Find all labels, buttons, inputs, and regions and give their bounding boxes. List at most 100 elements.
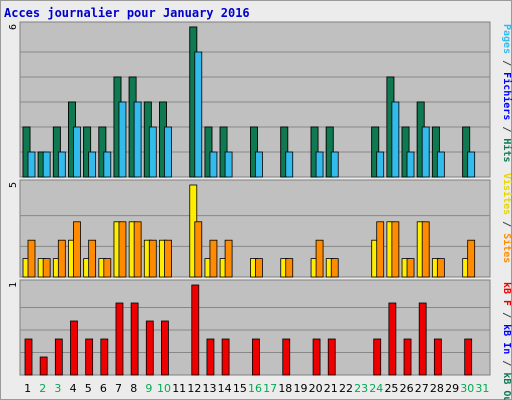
x-tick-label-day-1: 1 (24, 382, 31, 395)
bar-sites-day-5 (88, 239, 97, 278)
bar-kb-f-day-20 (312, 338, 321, 376)
bar-sites-day-13 (209, 239, 218, 278)
bar-sites-day-26 (406, 258, 415, 278)
legend-middle-part-1: / (501, 215, 512, 233)
bar-fichiers-day-1 (27, 151, 36, 178)
x-tick-label-day-23: 23 (354, 382, 368, 395)
x-tick-label-day-2: 2 (39, 382, 46, 395)
bar-sites-day-2 (42, 258, 51, 278)
bar-sites-day-27 (421, 221, 430, 278)
bar-kb-f-day-10 (161, 320, 169, 376)
x-tick-label-day-26: 26 (400, 382, 414, 395)
x-tick-label-day-20: 20 (309, 382, 323, 395)
bar-sites-day-18 (285, 258, 294, 278)
x-tick-label-day-10: 10 (157, 382, 171, 395)
bar-kb-f-day-25 (388, 302, 397, 376)
bar-sites-day-20 (315, 239, 324, 278)
bar-kb-f-day-21 (327, 338, 336, 376)
x-tick-label-day-3: 3 (54, 382, 61, 395)
bar-fichiers-day-27 (421, 126, 430, 178)
bar-fichiers-day-12 (194, 51, 203, 178)
bar-fichiers-day-21 (330, 151, 339, 178)
legend-top-part-3: / (501, 120, 512, 138)
bar-fichiers-day-13 (209, 151, 218, 178)
bar-fichiers-day-28 (436, 151, 445, 178)
bar-kb-f-day-5 (85, 338, 94, 376)
chart-title: Acces journalier pour January 2016 (4, 6, 250, 20)
bar-sites-day-16 (255, 258, 263, 278)
bar-kb-f-day-28 (433, 338, 442, 376)
bar-sites-day-7 (118, 221, 127, 278)
panel-kbytes-ymax-label: 1 (8, 282, 19, 288)
bar-sites-day-14 (224, 239, 233, 278)
x-tick-label-day-29: 29 (445, 382, 459, 395)
bar-fichiers-day-7 (118, 101, 127, 178)
bar-fichiers-day-26 (406, 151, 415, 178)
x-tick-label-day-6: 6 (100, 382, 107, 395)
bar-kb-f-day-9 (145, 320, 154, 376)
bar-fichiers-day-18 (285, 151, 294, 178)
bar-kb-f-day-6 (100, 338, 109, 376)
bar-sites-day-8 (133, 221, 142, 278)
bar-kb-f-day-30 (464, 338, 473, 376)
bar-fichiers-day-3 (57, 151, 66, 178)
bar-kb-f-day-27 (418, 302, 427, 376)
bar-kb-f-day-8 (130, 302, 139, 376)
legend-bottom-part-2: kB In (501, 324, 512, 354)
x-tick-label-day-13: 13 (203, 382, 217, 395)
x-tick-label-day-11: 11 (172, 382, 186, 395)
bar-sites-day-24 (376, 221, 385, 278)
bar-fichiers-day-30 (467, 151, 476, 178)
legend-bottom: kB F / kB In / kB Out (501, 282, 512, 400)
bar-fichiers-day-24 (376, 151, 385, 178)
bar-sites-day-12 (194, 221, 203, 278)
legend-bottom-part-1: / (501, 306, 512, 324)
bar-sites-day-9 (148, 239, 157, 278)
bar-sites-day-4 (73, 221, 81, 278)
legend-top-part-2: Fichiers (501, 72, 512, 120)
legend-top-part-1: / (501, 54, 512, 72)
x-tick-label-day-5: 5 (85, 382, 92, 395)
x-tick-label-day-9: 9 (145, 382, 152, 395)
legend-middle: Visites / Sites (501, 173, 512, 263)
bar-fichiers-day-4 (73, 126, 81, 178)
x-tick-label-day-27: 27 (415, 382, 429, 395)
bar-sites-day-21 (330, 258, 339, 278)
legend-middle-part-2: Sites (501, 233, 512, 263)
bar-sites-day-3 (57, 239, 66, 278)
x-tick-label-day-17: 17 (263, 382, 277, 395)
x-tick-label-day-31: 31 (475, 382, 489, 395)
panel-hits-ymax-label: 6 (8, 24, 19, 30)
x-tick-label-day-12: 12 (187, 382, 201, 395)
legend-top-part-4: Hits (501, 138, 512, 162)
bar-kb-f-day-7 (115, 302, 124, 376)
legend-bottom-part-4: kB Out (501, 372, 512, 400)
legend-bottom-part-3: / (501, 354, 512, 372)
bar-fichiers-day-2 (42, 151, 51, 178)
x-tick-label-day-16: 16 (248, 382, 262, 395)
bar-fichiers-day-20 (315, 151, 324, 178)
bar-sites-day-1 (27, 239, 36, 278)
bar-sites-day-25 (391, 221, 400, 278)
legend-middle-part-0: Visites (501, 173, 512, 215)
bar-kb-f-day-2 (39, 356, 48, 376)
bar-sites-day-10 (164, 239, 172, 278)
bar-kb-f-day-1 (24, 338, 33, 376)
bar-kb-f-day-12 (191, 284, 200, 376)
x-tick-label-day-25: 25 (384, 382, 398, 395)
bar-fichiers-day-25 (391, 101, 400, 178)
legend-bottom-part-0: kB F (501, 282, 512, 306)
bar-sites-day-30 (467, 239, 476, 278)
bar-kb-f-day-24 (373, 338, 382, 376)
bar-kb-f-day-16 (252, 338, 260, 376)
x-tick-label-day-19: 19 (293, 382, 307, 395)
x-tick-label-day-7: 7 (115, 382, 122, 395)
x-tick-label-day-21: 21 (324, 382, 338, 395)
bar-fichiers-day-6 (103, 151, 112, 178)
bar-kb-f-day-13 (206, 338, 215, 376)
bar-kb-f-day-26 (403, 338, 412, 376)
bar-sites-day-28 (436, 258, 445, 278)
bar-fichiers-day-8 (133, 101, 142, 178)
panel-visits-ymax-label: 5 (8, 182, 19, 188)
